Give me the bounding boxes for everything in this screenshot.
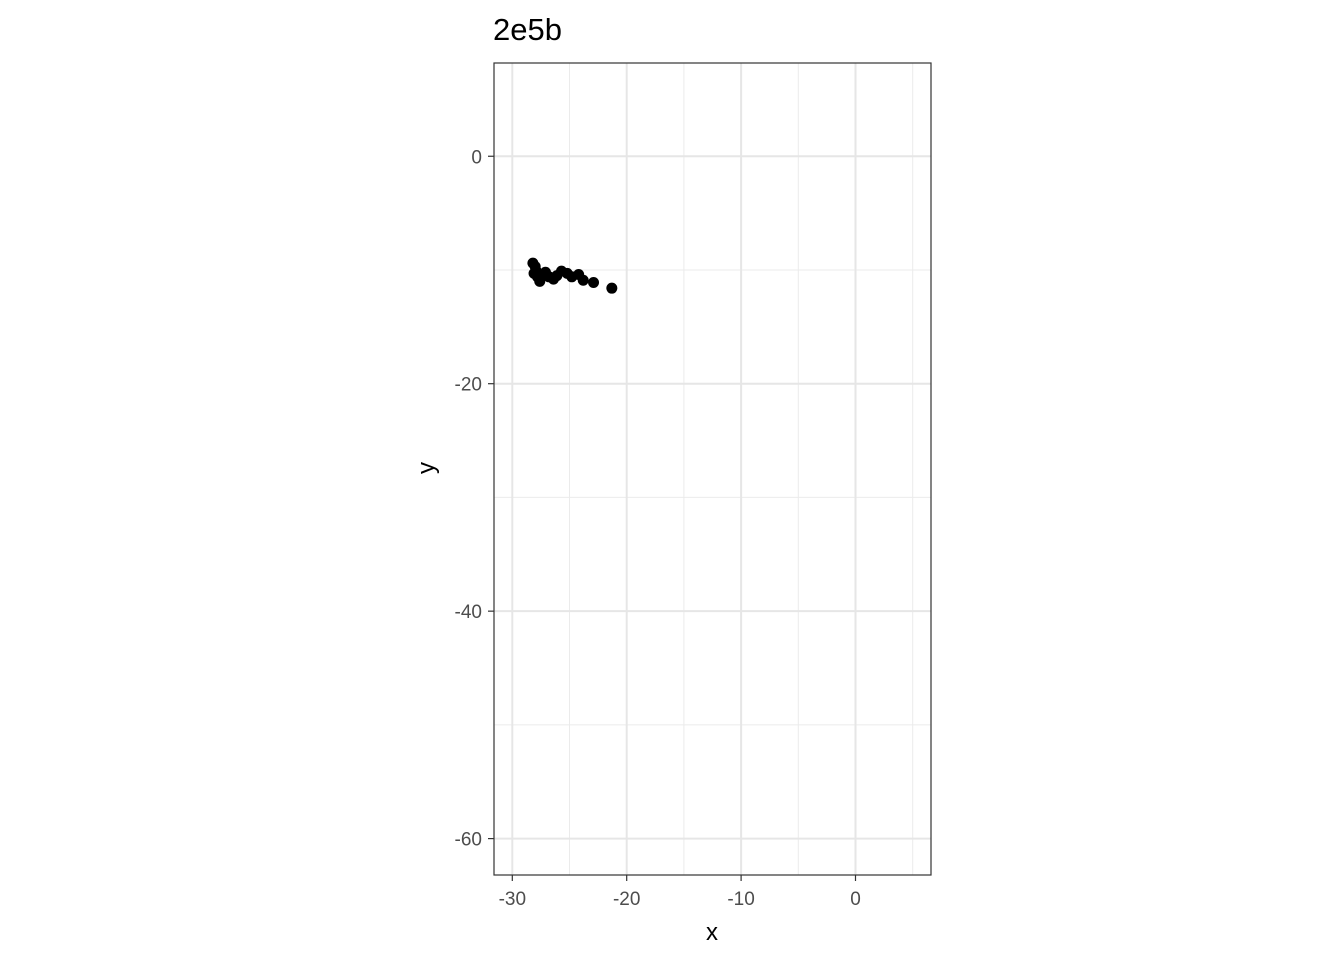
- y-tick-label: -40: [455, 602, 482, 623]
- x-axis: -30 -20 -10 0: [499, 875, 861, 910]
- y-tick-label: -60: [455, 830, 482, 851]
- chart-title: 2e5b: [493, 12, 562, 47]
- x-tick-label: -30: [499, 889, 526, 910]
- grid-major: [494, 63, 931, 875]
- grid-minor: [494, 63, 931, 875]
- data-point: [577, 274, 589, 286]
- plot-border: [493, 62, 932, 876]
- y-tick-label: -20: [455, 375, 482, 396]
- plot-panel: [494, 63, 931, 875]
- data-point: [606, 282, 618, 294]
- x-tick-label: -20: [613, 889, 640, 910]
- y-tick-label: 0: [471, 147, 482, 168]
- y-axis-title: y: [413, 462, 440, 474]
- x-tick-label: 0: [850, 889, 861, 910]
- y-axis: 0 -20 -40 -60: [455, 147, 494, 851]
- x-axis-title: x: [706, 919, 718, 946]
- data-point: [588, 276, 600, 288]
- data-points: [527, 257, 618, 294]
- x-tick-label: -10: [727, 889, 754, 910]
